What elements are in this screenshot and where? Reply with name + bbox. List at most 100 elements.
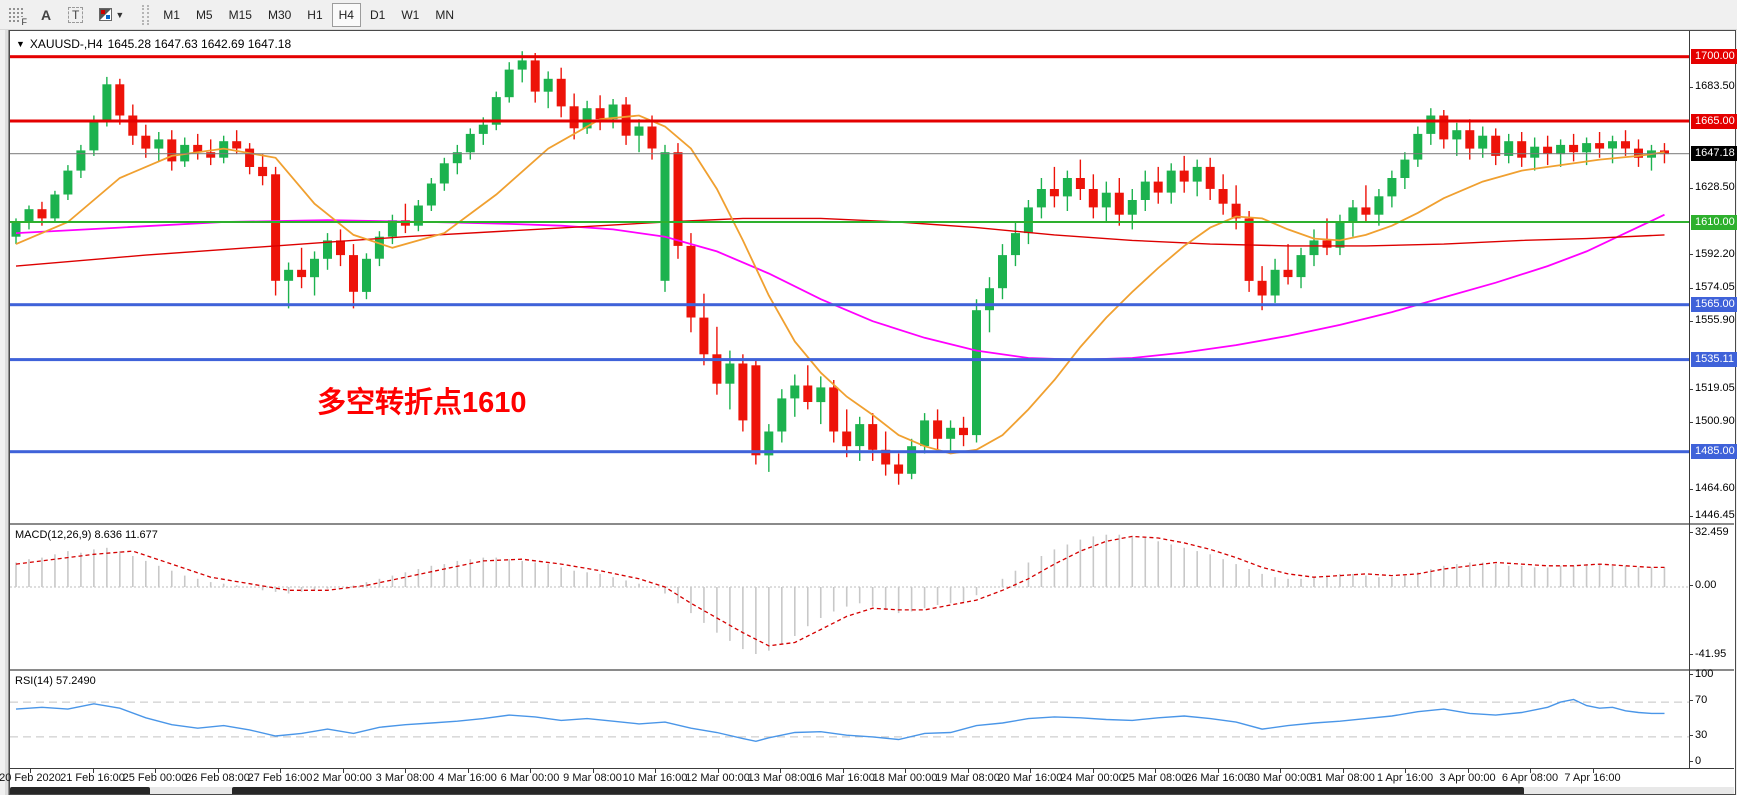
date-label: 25 Feb 00:00 [122, 772, 188, 784]
bear-candle [1257, 280, 1267, 296]
price-axis-label: 1446.45 [1695, 509, 1735, 521]
horizontal-level-line[interactable] [10, 358, 1689, 362]
bull-candle [362, 258, 371, 292]
timeframe-button-d1[interactable]: D1 [369, 7, 386, 22]
price-axis-label: 1519.05 [1695, 382, 1735, 395]
macd-panel[interactable]: MACD(12,26,9) 8.636 11.677 [10, 523, 1734, 669]
horizontal-level-line[interactable] [10, 303, 1689, 307]
bottom-tab-segment[interactable] [10, 787, 150, 794]
bull-candle [998, 255, 1007, 289]
indicator-grid-button[interactable]: F [1, 3, 31, 27]
price-axis-label: 1500.90 [1695, 415, 1735, 428]
time-tick-mark [1280, 769, 1281, 773]
bear-candle [1491, 135, 1501, 156]
rsi-axis-label: 30 [1695, 728, 1708, 741]
left-dock-strip [0, 30, 9, 795]
chart-title: ▼ XAUUSD-,H4 1645.28 1647.63 1642.69 164… [16, 37, 291, 51]
arrow-tool-button[interactable]: A [33, 3, 59, 27]
bear-candle [803, 385, 813, 402]
time-axis[interactable]: 20 Feb 2020 21 Feb 16:00 25 Feb 00:00 26 Fe… [0, 768, 1734, 787]
horizontal-level-line[interactable] [10, 119, 1689, 123]
axis-tick-mark [1689, 421, 1693, 423]
rsi-panel[interactable]: RSI(14) 57.2490 [10, 669, 1734, 768]
chevron-down-icon: ▼ [115, 9, 125, 20]
time-tick-mark [842, 769, 844, 773]
time-tick-mark [1342, 769, 1344, 773]
bear-candle [1218, 189, 1228, 204]
timeframe-button-w1[interactable]: W1 [401, 7, 420, 22]
bear-candle [1088, 189, 1098, 208]
bull-candle [1426, 115, 1436, 134]
bear-candle [232, 141, 242, 149]
bull-candle [608, 104, 618, 120]
time-tick-mark [30, 769, 31, 773]
text-tool-button[interactable]: T [61, 3, 90, 27]
bear-candle [530, 60, 540, 92]
bull-candle [50, 194, 60, 219]
bear-candle [829, 387, 839, 432]
bull-candle [907, 446, 917, 474]
rsi-axis-label: 70 [1695, 694, 1708, 707]
bottom-tab-bar [10, 787, 1734, 794]
bear-candle [1205, 166, 1215, 189]
horizontal-level-line[interactable] [10, 221, 1689, 223]
price-badge: 1665.00 [1691, 113, 1737, 129]
bull-candle [1400, 159, 1410, 178]
bear-candle [128, 115, 138, 136]
bull-candle [543, 78, 553, 92]
price-badge: 1535.11 [1691, 352, 1737, 368]
axis-tick-mark [1689, 700, 1693, 702]
bear-candle [1543, 146, 1553, 154]
bottom-tab-segment[interactable] [232, 787, 1524, 794]
symbol-dropdown-caret[interactable]: ▼ [16, 39, 25, 49]
bull-candle [491, 97, 501, 125]
time-tick-mark [592, 769, 594, 773]
date-label: 13 Mar 08:00 [747, 772, 813, 784]
price-axis-label: 1574.05 [1695, 281, 1735, 294]
time-tick-mark [1217, 769, 1219, 773]
horizontal-level-line[interactable] [10, 153, 1689, 155]
bear-candle [569, 106, 579, 129]
time-tick-mark [655, 769, 656, 773]
timeframe-button-m15[interactable]: M15 [228, 7, 252, 22]
bull-candle [63, 170, 73, 195]
timeframe-button-h4[interactable]: H4 [331, 2, 361, 27]
bear-candle [686, 245, 696, 318]
bear-candle [881, 449, 891, 465]
time-tick-mark [717, 769, 719, 773]
date-label: 7 Apr 16:00 [1564, 772, 1621, 784]
horizontal-level-line[interactable] [10, 450, 1689, 454]
bear-candle [842, 431, 852, 447]
bull-candle [1478, 135, 1488, 149]
axis-tick-mark [1689, 531, 1693, 533]
bull-candle [1582, 143, 1592, 153]
date-label: 19 Mar 08:00 [935, 772, 1000, 784]
bear-candle [1049, 189, 1059, 197]
timeframe-button-m30[interactable]: M30 [267, 7, 292, 22]
timeframe-button-m1[interactable]: M1 [163, 7, 180, 22]
bull-candle [855, 424, 865, 447]
time-tick-mark [1405, 769, 1406, 773]
toolbar-grip[interactable] [142, 4, 150, 25]
bear-candle [1322, 240, 1332, 248]
colors-button[interactable]: ▼ [92, 3, 131, 27]
bull-candle [634, 126, 644, 136]
time-tick-mark [1155, 769, 1156, 773]
rsi-line [15, 698, 1665, 743]
price-chart-canvas[interactable]: ▼ XAUUSD-,H4 1645.28 1647.63 1642.69 164… [10, 31, 1734, 523]
timeframe-button-mn[interactable]: MN [435, 7, 454, 22]
timeframe-button-h1[interactable]: H1 [307, 7, 323, 22]
chart-frame: ▼ XAUUSD-,H4 1645.28 1647.63 1642.69 164… [0, 30, 1737, 795]
bear-candle [1517, 141, 1527, 158]
bear-candle [556, 78, 566, 107]
date-label: 26 Feb 08:00 [185, 772, 250, 784]
time-tick-mark [1467, 769, 1469, 773]
date-label: 6 Apr 08:00 [1501, 772, 1559, 784]
bear-candle [1595, 143, 1605, 149]
timeframe-button-m5[interactable]: M5 [195, 7, 213, 22]
date-label: 27 Feb 16:00 [247, 772, 313, 784]
time-tick-mark [967, 769, 969, 773]
horizontal-level-line[interactable] [10, 55, 1689, 59]
bear-candle [647, 126, 657, 149]
